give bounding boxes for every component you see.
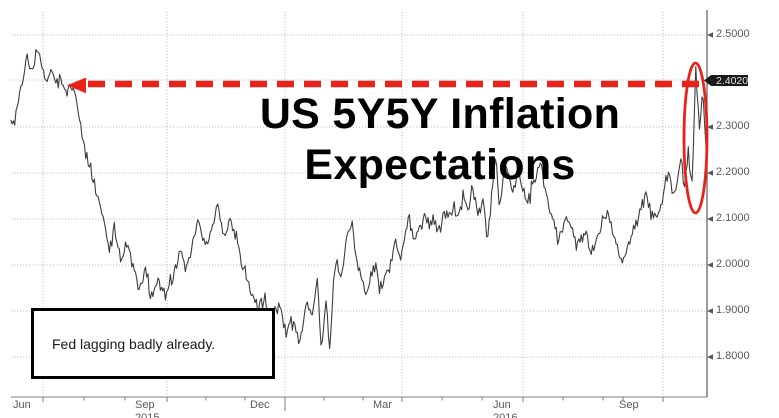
- svg-text:2.4020: 2.4020: [716, 75, 748, 87]
